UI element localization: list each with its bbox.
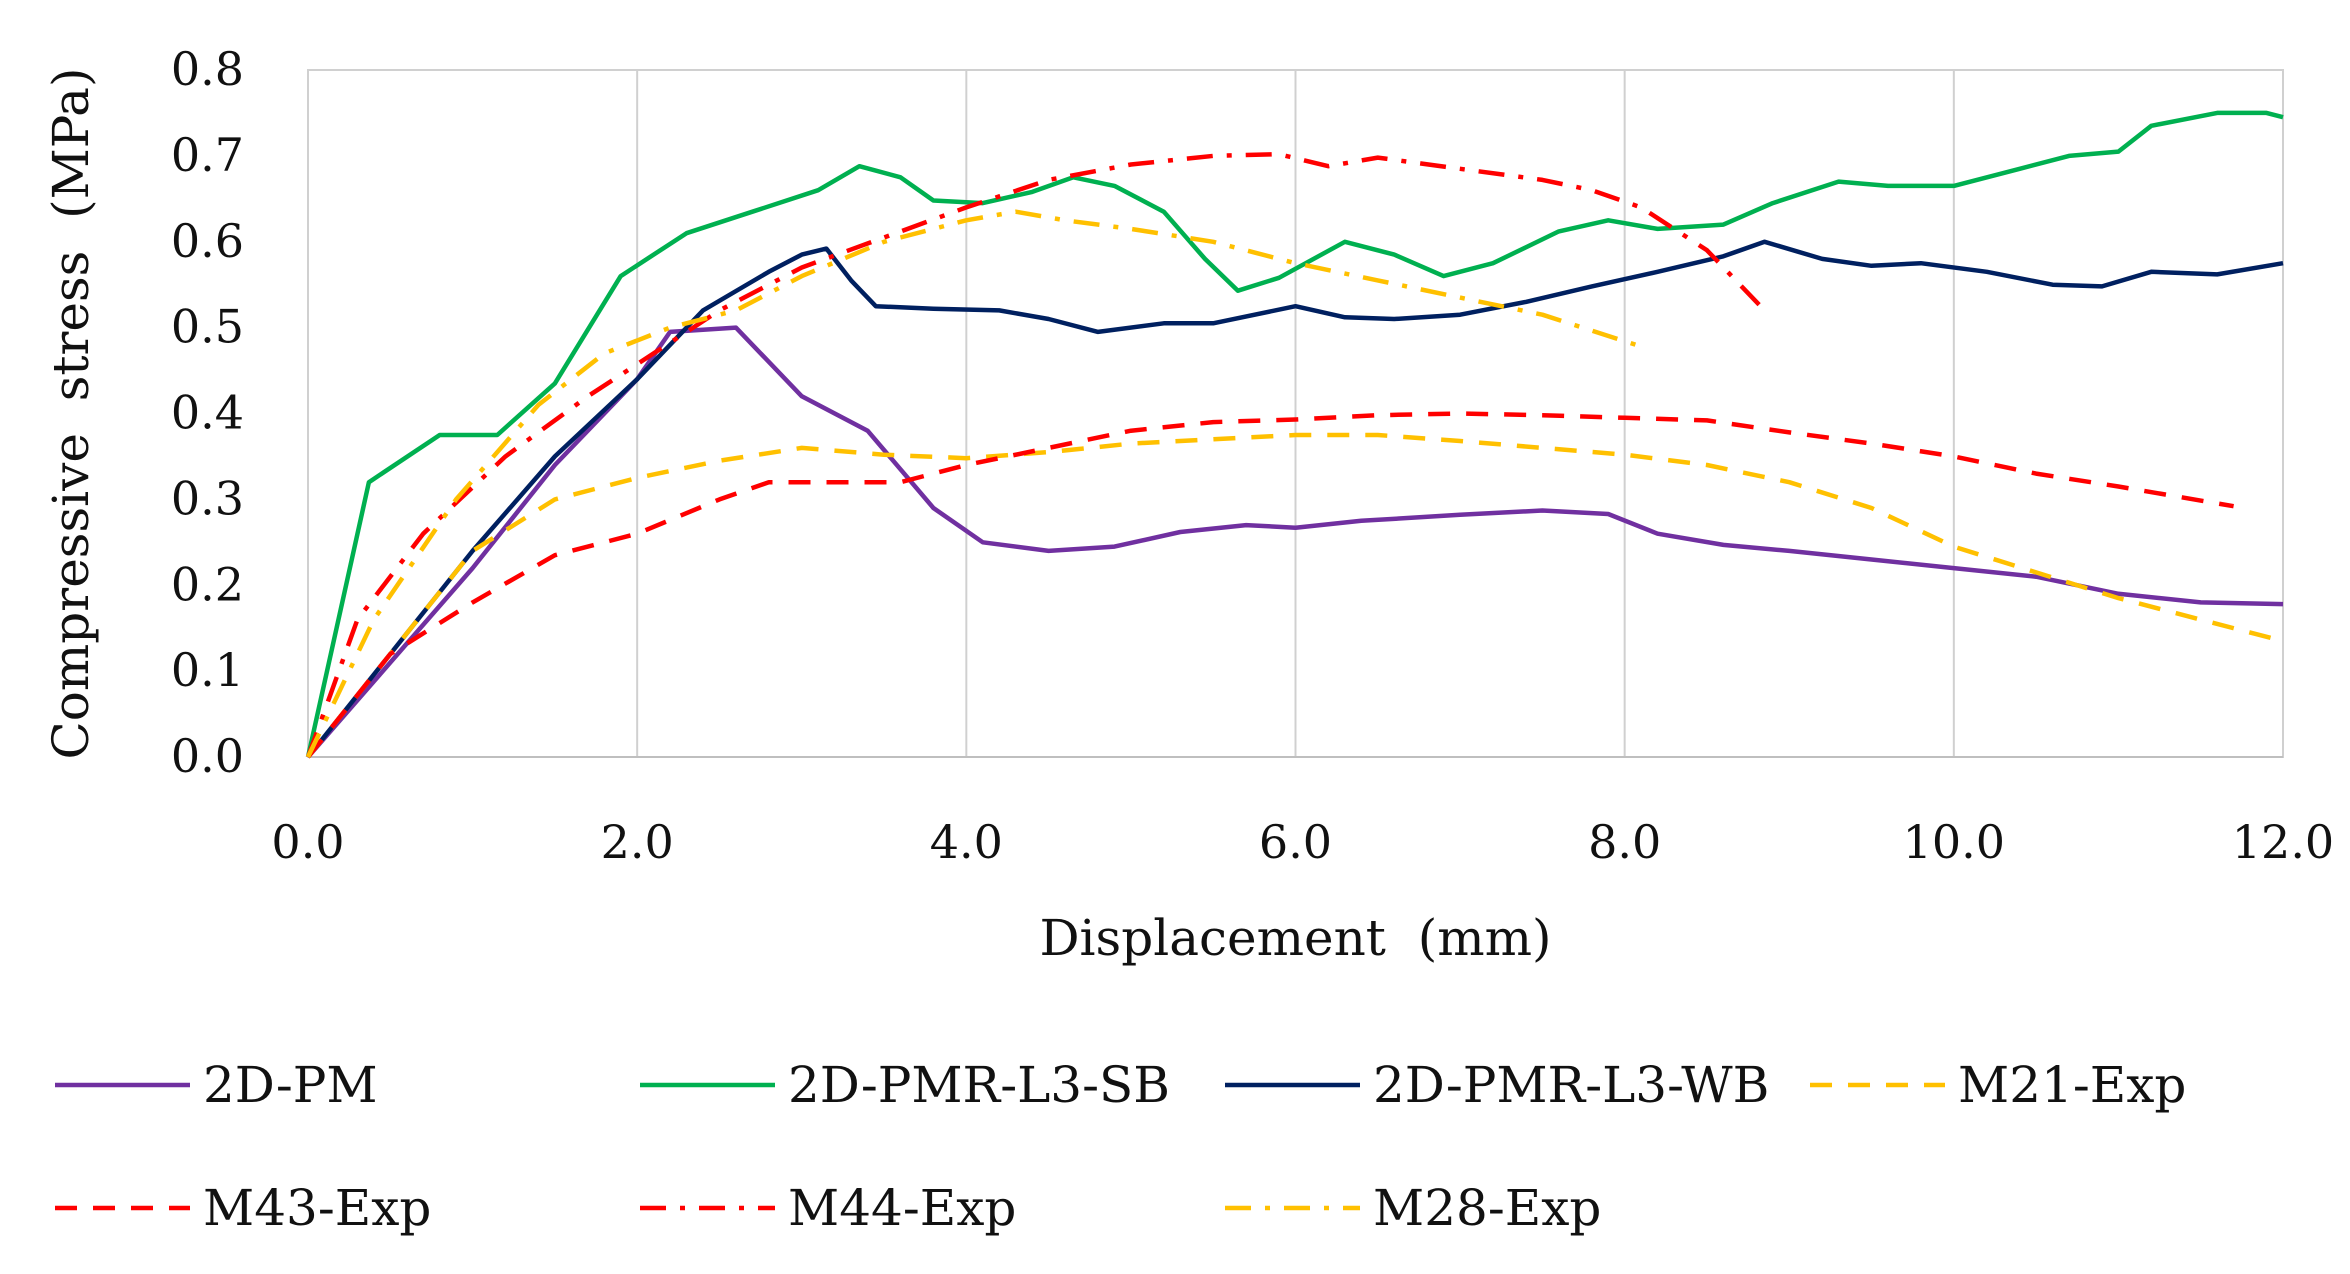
legend: 2D-PM 2D-PMR-L3-SB 2D-PMR-L3-WB M21-Exp M43-… — [55, 1056, 2186, 1237]
x-axis-title: Displacement (mm) — [1039, 909, 1551, 967]
y-tick-label: 0.1 — [171, 643, 244, 697]
legend-entry-2d-pmr-l3-sb: 2D-PMR-L3-SB — [640, 1056, 1170, 1114]
axes-layer: 0.0 2.0 4.0 6.0 8.0 10.0 12.0 0.0 0.1 0.2 0.3 0.4 0.… — [42, 42, 2334, 967]
legend-entry-m28-exp: M28-Exp — [1225, 1179, 1601, 1237]
legend-label: 2D-PM — [203, 1056, 378, 1114]
x-tick-label: 10.0 — [1903, 815, 2005, 869]
y-tick-label: 0.8 — [171, 42, 244, 96]
legend-label: M43-Exp — [203, 1179, 431, 1237]
series-line-2d-pmr-l3-wb — [306, 239, 2284, 759]
x-tick-label: 4.0 — [930, 815, 1003, 869]
x-tick-label: 0.0 — [271, 815, 344, 869]
series-line-m43-exp — [306, 411, 2234, 759]
legend-label: 2D-PMR-L3-SB — [788, 1056, 1170, 1114]
y-axis-title: Compressive stress (MPa) — [42, 68, 100, 760]
series-layer — [305, 110, 2284, 759]
x-tick-label: 8.0 — [1588, 815, 1661, 869]
legend-entry-2d-pm: 2D-PM — [55, 1056, 378, 1114]
y-tick-label: 0.0 — [171, 729, 244, 783]
series-line-m44-exp — [305, 151, 1767, 758]
legend-label: 2D-PMR-L3-WB — [1373, 1056, 1769, 1114]
legend-label: M21-Exp — [1958, 1056, 2186, 1114]
x-tick-label: 6.0 — [1259, 815, 1332, 869]
x-tick-label: 2.0 — [601, 815, 674, 869]
y-tick-label: 0.4 — [171, 386, 244, 440]
legend-label: M44-Exp — [788, 1179, 1016, 1237]
y-tick-label: 0.5 — [171, 300, 244, 354]
legend-entry-2d-pmr-l3-wb: 2D-PMR-L3-WB — [1225, 1056, 1769, 1114]
y-tick-label: 0.6 — [171, 214, 244, 268]
legend-entry-m43-exp: M43-Exp — [55, 1179, 431, 1237]
series-line-2d-pmr-l3-sb — [305, 110, 2284, 758]
y-tick-label: 0.2 — [171, 557, 244, 611]
legend-entry-m44-exp: M44-Exp — [640, 1179, 1016, 1237]
y-tick-label: 0.3 — [171, 471, 244, 525]
series-line-m28-exp — [305, 209, 1642, 758]
legend-entry-m21-exp: M21-Exp — [1810, 1056, 2186, 1114]
x-tick-label: 12.0 — [2232, 815, 2334, 869]
series-line-m21-exp — [306, 432, 2284, 759]
legend-label: M28-Exp — [1373, 1179, 1601, 1237]
y-tick-label: 0.7 — [171, 128, 244, 182]
